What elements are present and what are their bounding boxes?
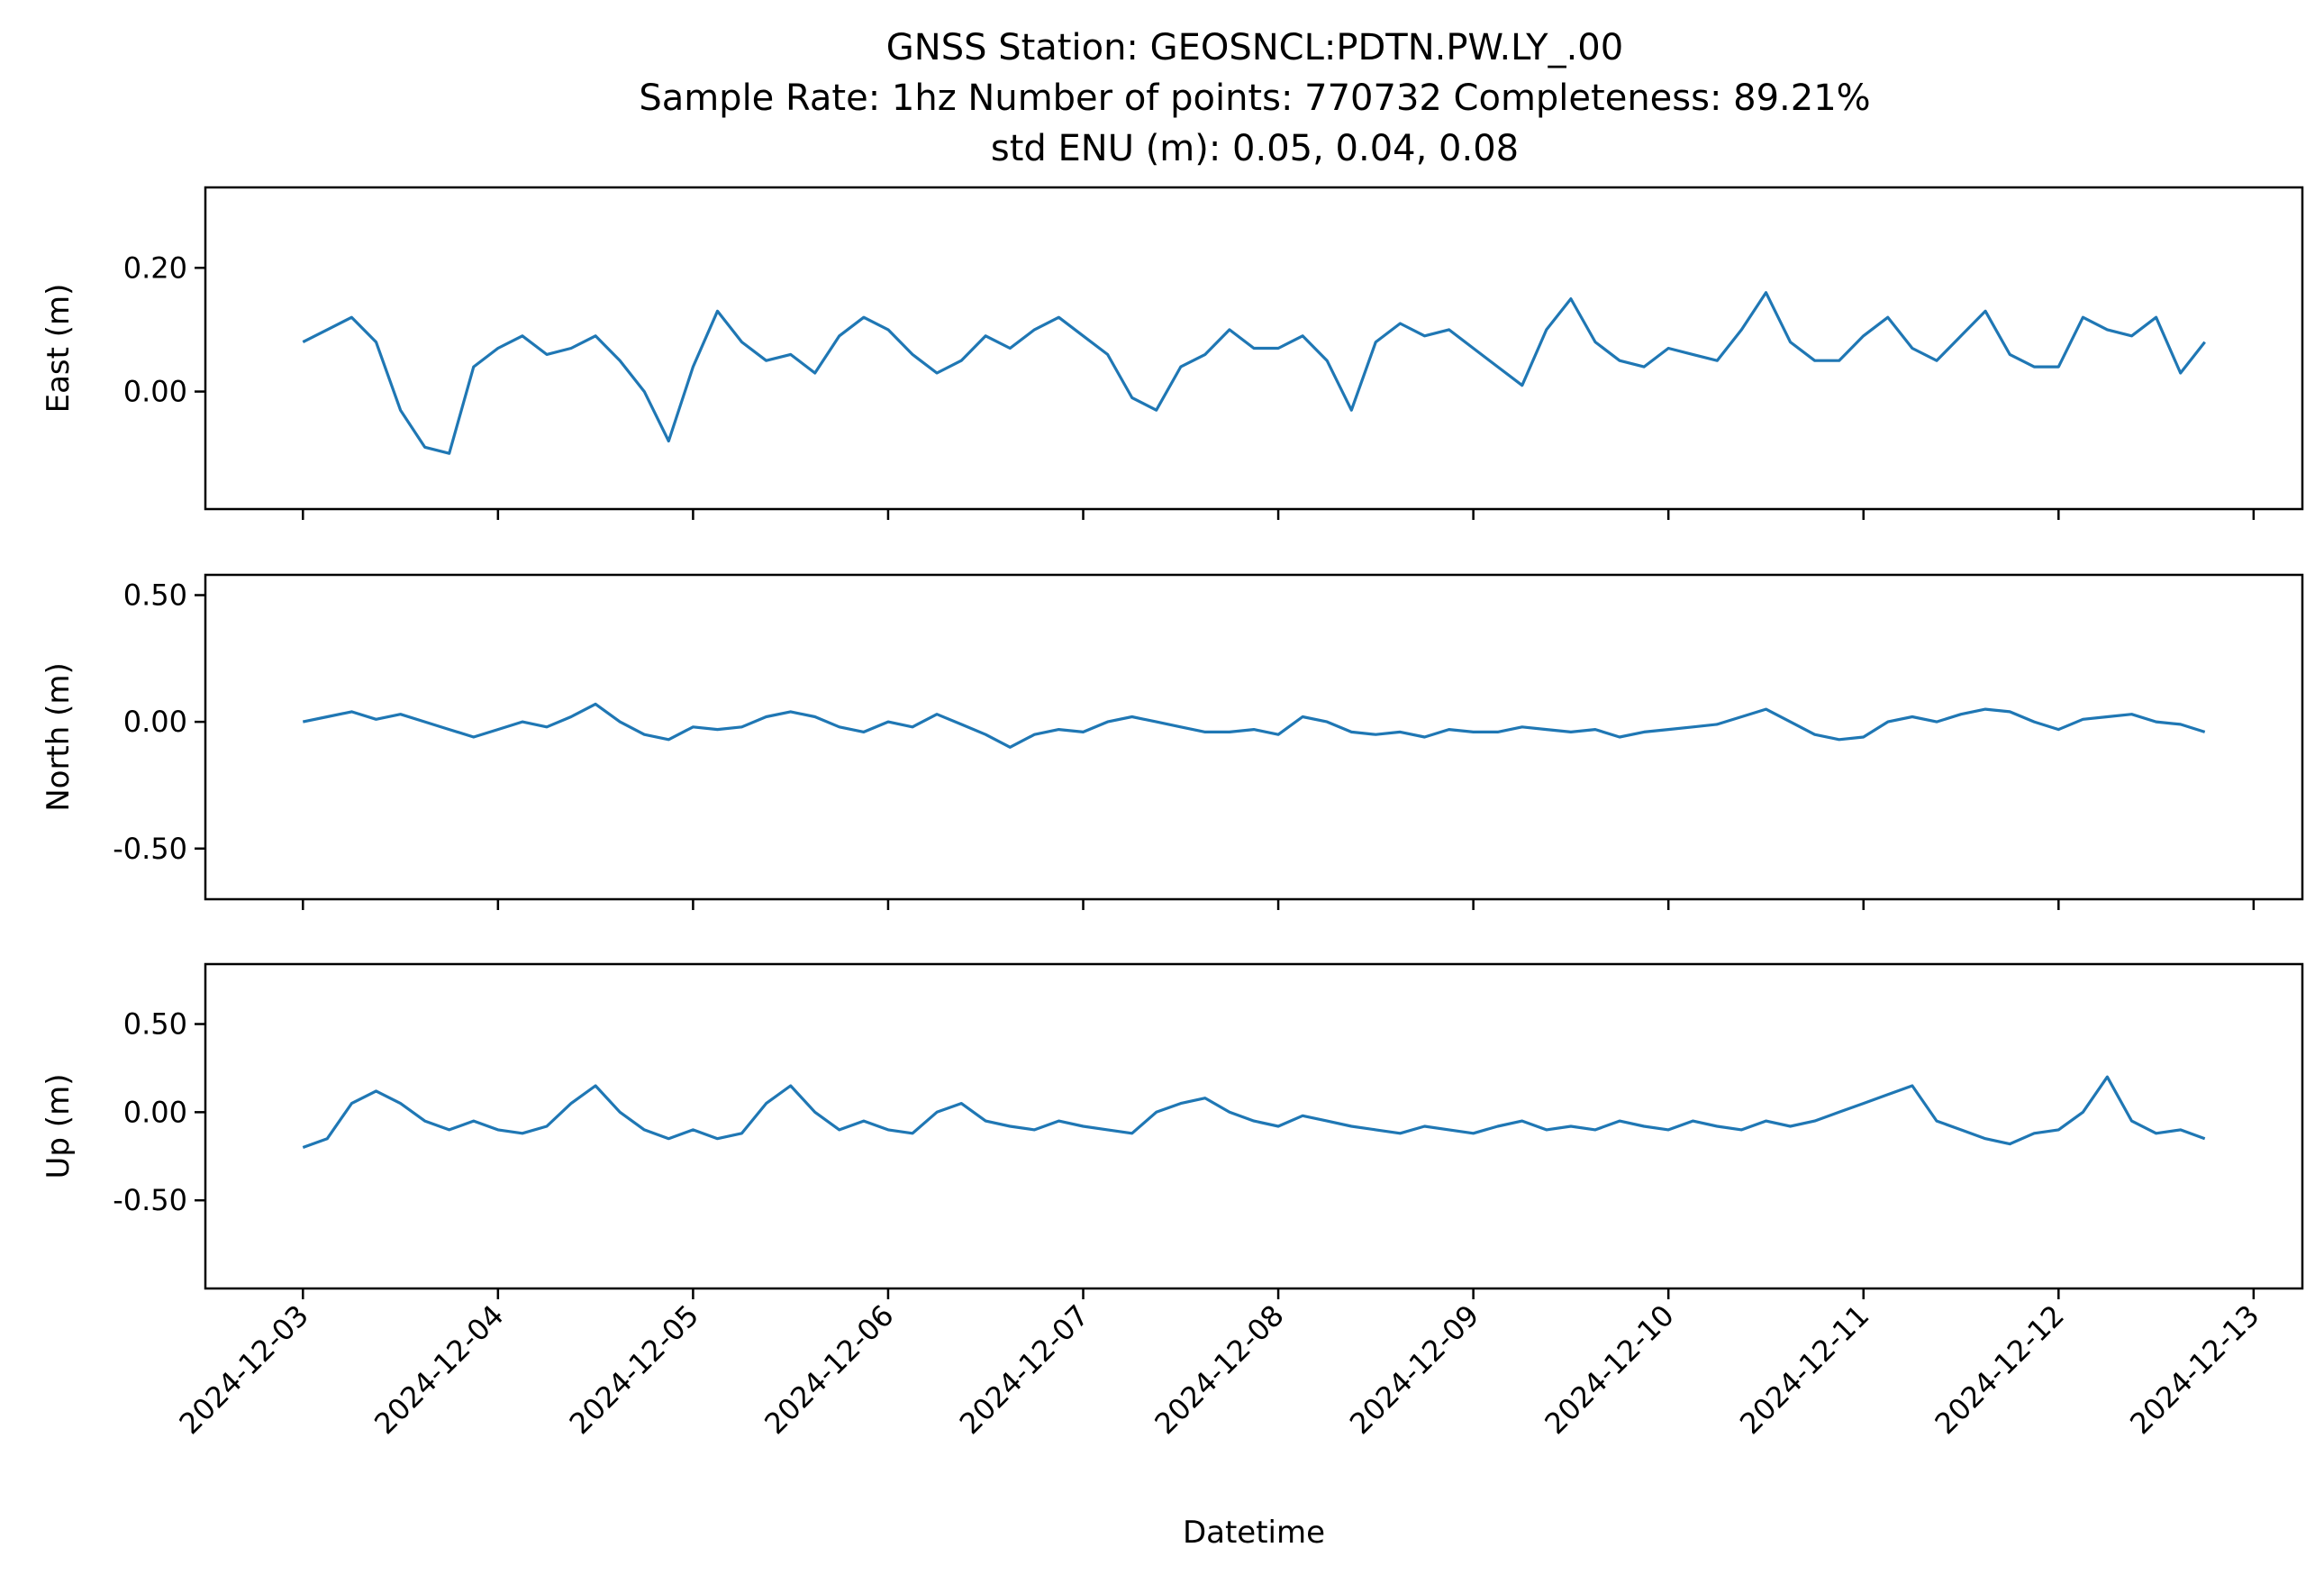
x-tick-label: 2024-12-13 <box>2123 1298 2265 1441</box>
chart-title-line-1: GNSS Station: GEOSNCL:PDTN.PW.LY_.00 <box>886 27 1623 68</box>
north-series-line <box>302 702 2206 749</box>
north-y-axis-label: North (m) <box>41 662 77 812</box>
x-tick-label: 2024-12-11 <box>1733 1298 1875 1441</box>
east-series-line <box>302 291 2206 455</box>
x-tick-label: 2024-12-08 <box>1148 1298 1290 1441</box>
north-panel: -0.50 0.00 0.50 North (m) <box>41 573 2304 910</box>
up-y-axis-label: Up (m) <box>41 1074 77 1179</box>
x-tick-label: 2024-12-07 <box>953 1298 1095 1441</box>
x-tick-label: 2024-12-10 <box>1538 1298 1680 1441</box>
east-panel: 0.00 0.20 East (m) <box>41 186 2304 520</box>
x-tick-label: 2024-12-03 <box>173 1298 315 1441</box>
up-y-tick-label: 0.00 <box>123 1095 187 1129</box>
east-y-tick-label: 0.20 <box>123 250 187 285</box>
chart-title-line-2: Sample Rate: 1hz Number of points: 77073… <box>639 77 1870 119</box>
north-y-tick-label: 0.50 <box>123 578 187 613</box>
up-y-tick-label: 0.50 <box>123 1007 187 1042</box>
east-y-axis-label: East (m) <box>41 284 77 414</box>
north-y-tick-label: -0.50 <box>113 832 187 866</box>
x-tick-label: 2024-12-06 <box>758 1298 900 1441</box>
north-y-tick-label: 0.00 <box>123 705 187 739</box>
up-y-tick-label: -0.50 <box>113 1183 187 1217</box>
x-tick-label: 2024-12-12 <box>1929 1298 2071 1441</box>
x-tick-label: 2024-12-09 <box>1343 1298 1485 1441</box>
x-axis-label: Datetime <box>1183 1515 1325 1551</box>
east-y-tick-label: 0.00 <box>123 375 187 409</box>
x-tick-label: 2024-12-05 <box>563 1298 705 1441</box>
up-axes-frame <box>204 962 2304 1290</box>
east-axes-frame <box>204 186 2304 511</box>
chart-title-line-3: std ENU (m): 0.05, 0.04, 0.08 <box>991 128 1519 169</box>
up-series-line <box>302 1075 2206 1150</box>
up-panel: -0.50 0.00 0.50 Up (m) 2024-12-03 2024-12-04 2… <box>41 962 2304 1551</box>
north-axes-frame <box>204 573 2304 901</box>
x-tick-label: 2024-12-04 <box>368 1298 510 1441</box>
